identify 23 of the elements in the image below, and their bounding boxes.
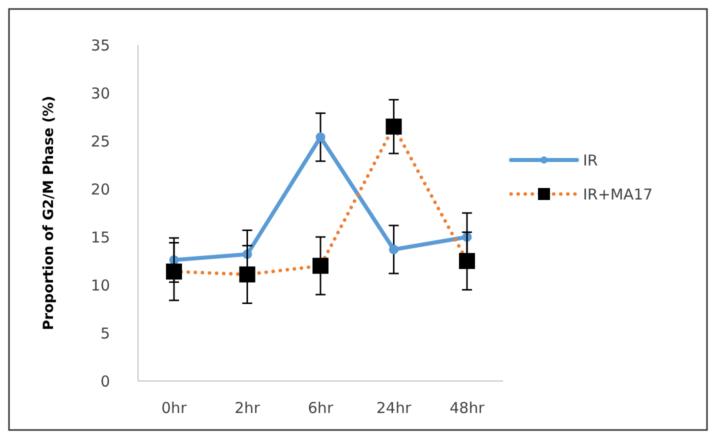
- point: [386, 118, 402, 135]
- y-tick-label: 30: [90, 84, 110, 102]
- point: [388, 244, 399, 254]
- legend-label: IR: [583, 151, 598, 170]
- x-tick-label: 6hr: [308, 399, 334, 417]
- y-tick-label: 20: [90, 180, 110, 198]
- y-tick-label: 15: [90, 228, 110, 246]
- legend-label: IR+MA17: [583, 185, 653, 204]
- x-tick-label: 48hr: [450, 399, 486, 417]
- y-tick-label: 5: [100, 324, 110, 342]
- y-axis-title: Proportion of G2/M Phase (%): [41, 96, 57, 330]
- x-tick-label: 0hr: [161, 399, 188, 417]
- point: [312, 258, 328, 274]
- point: [239, 266, 256, 282]
- y-tick-label: 25: [90, 132, 110, 150]
- y-tick-label: 0: [100, 372, 110, 390]
- point: [459, 253, 475, 269]
- x-tick-label: 24hr: [376, 399, 412, 417]
- x-tick-label: 2hr: [234, 399, 261, 417]
- y-tick-label: 35: [90, 36, 110, 54]
- point: [316, 132, 326, 142]
- point: [166, 264, 182, 280]
- y-tick-label: 10: [90, 276, 110, 294]
